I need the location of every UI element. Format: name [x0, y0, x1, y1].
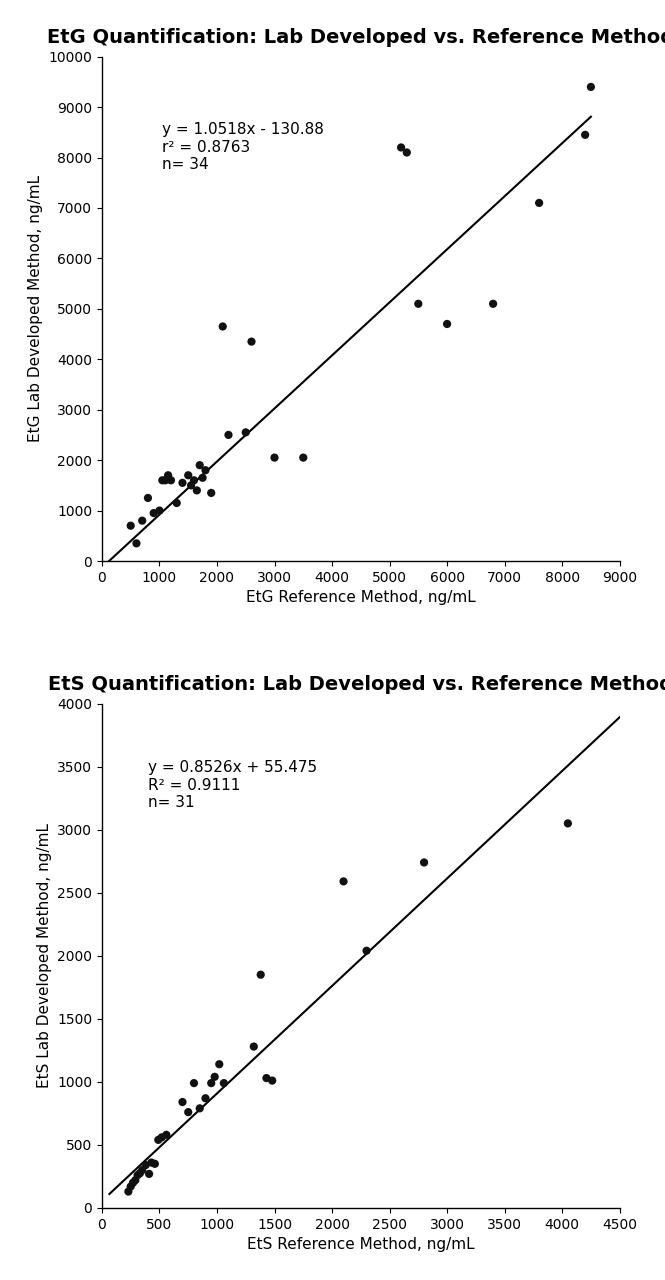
Point: [154, 500, 165, 521]
Point: [249, 1037, 259, 1057]
Point: [269, 448, 280, 468]
Y-axis label: EtG Lab Developed Method, ng/mL: EtG Lab Developed Method, ng/mL: [28, 175, 43, 443]
Point: [206, 483, 217, 503]
Point: [488, 293, 499, 314]
Point: [137, 511, 148, 531]
X-axis label: EtG Reference Method, ng/mL: EtG Reference Method, ng/mL: [246, 590, 475, 605]
Point: [144, 1164, 154, 1184]
Point: [194, 1098, 205, 1119]
Point: [361, 941, 372, 961]
Point: [580, 124, 591, 145]
Point: [150, 1153, 160, 1174]
Point: [219, 1073, 229, 1093]
Point: [217, 316, 228, 337]
Text: y = 0.8526x + 55.475
R² = 0.9111
n= 31: y = 0.8526x + 55.475 R² = 0.9111 n= 31: [148, 760, 317, 810]
Point: [198, 467, 208, 488]
Point: [183, 465, 194, 485]
Point: [241, 422, 251, 443]
X-axis label: EtS Reference Method, ng/mL: EtS Reference Method, ng/mL: [247, 1238, 475, 1252]
Point: [189, 470, 200, 490]
Point: [177, 472, 188, 493]
Point: [166, 470, 176, 490]
Text: y = 1.0518x - 130.88
r² = 0.8763
n= 34: y = 1.0518x - 130.88 r² = 0.8763 n= 34: [162, 122, 325, 172]
Point: [206, 1073, 217, 1093]
Point: [126, 516, 136, 536]
Title: EtG Quantification: Lab Developed vs. Reference Method: EtG Quantification: Lab Developed vs. Re…: [47, 28, 665, 47]
Point: [563, 813, 573, 833]
Point: [140, 1155, 151, 1175]
Point: [126, 1176, 136, 1197]
Point: [214, 1053, 225, 1074]
Point: [200, 460, 211, 480]
Point: [130, 1170, 140, 1190]
Point: [163, 465, 174, 485]
Point: [128, 1172, 138, 1193]
Point: [161, 1125, 172, 1146]
Point: [131, 532, 142, 553]
Point: [402, 142, 412, 163]
Point: [142, 488, 153, 508]
Point: [156, 1128, 167, 1148]
Point: [148, 503, 159, 524]
Point: [123, 1181, 134, 1202]
Point: [134, 1164, 145, 1184]
Point: [209, 1066, 220, 1087]
Title: EtS Quantification: Lab Developed vs. Reference Method: EtS Quantification: Lab Developed vs. Re…: [49, 675, 665, 694]
Y-axis label: EtS Lab Developed Method, ng/mL: EtS Lab Developed Method, ng/mL: [37, 823, 51, 1088]
Point: [267, 1070, 277, 1091]
Point: [137, 1160, 148, 1180]
Point: [255, 964, 266, 984]
Point: [200, 1088, 211, 1108]
Point: [338, 872, 349, 892]
Point: [298, 448, 309, 468]
Point: [586, 77, 597, 97]
Point: [442, 314, 452, 334]
Point: [157, 470, 168, 490]
Point: [192, 480, 202, 500]
Point: [194, 454, 205, 475]
Point: [177, 1092, 188, 1112]
Point: [413, 293, 424, 314]
Point: [132, 1165, 143, 1185]
Point: [246, 332, 257, 352]
Point: [153, 1130, 164, 1151]
Point: [534, 193, 545, 214]
Point: [396, 137, 406, 157]
Point: [183, 1102, 194, 1123]
Point: [223, 425, 234, 445]
Point: [261, 1068, 272, 1088]
Point: [419, 852, 430, 873]
Point: [172, 493, 182, 513]
Point: [189, 1073, 200, 1093]
Point: [146, 1152, 157, 1172]
Point: [186, 475, 196, 495]
Point: [160, 470, 170, 490]
